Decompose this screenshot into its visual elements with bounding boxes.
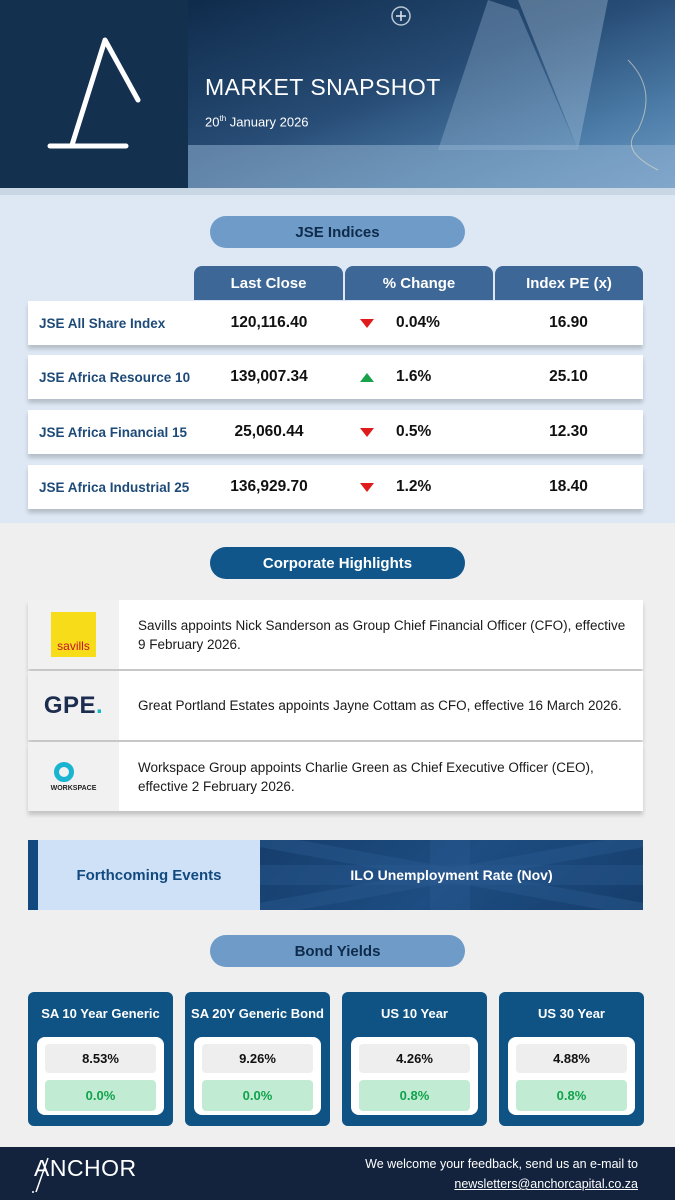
bond-change: 0.8% [516,1080,627,1111]
corporate-item-text: Great Portland Estates appoints Jayne Co… [138,698,622,713]
sailboat-image-icon [188,0,675,188]
bond-name: US 10 Year [381,1006,448,1021]
corporate-item: savills Savills appoints Nick Sanderson … [28,600,643,669]
bond-values: 4.26% 0.8% [351,1037,478,1115]
bond-change: 0.8% [359,1080,470,1111]
index-change: 0.5% [344,423,494,441]
down-arrow-icon [360,427,374,437]
report-date: 20th January 2026 [205,114,309,130]
index-name: JSE All Share Index [39,315,166,331]
column-index-pe: Index PE (x) [495,266,643,300]
bond-yield: 9.26% [202,1044,313,1073]
bond-yield: 4.88% [516,1044,627,1073]
jse-indices-section: JSE Indices Last Close % Change Index PE… [0,195,675,523]
corporate-item: GPE. Great Portland Estates appoints Jay… [28,671,643,740]
index-pe: 25.10 [549,368,588,385]
savills-logo: savills [28,600,119,669]
footer: ANCHOR We welcome your feedback, send us… [0,1147,675,1200]
index-name: JSE Africa Industrial 25 [39,479,190,495]
bond-values: 8.53% 0.0% [37,1037,164,1115]
page-title: MARKET SNAPSHOT [205,74,441,100]
bond-card: US 10 Year 4.26% 0.8% [342,992,487,1126]
down-arrow-icon [360,318,374,328]
bond-name: US 30 Year [538,1006,605,1021]
bond-yield: 4.26% [359,1044,470,1073]
events-accent-bar [28,840,38,910]
workspace-logo-icon: WORKSPACE [51,761,96,792]
header: MARKET SNAPSHOT 20th January 2026 [0,0,675,188]
index-pe: 18.40 [549,478,588,495]
forthcoming-events: Forthcoming Events ILO Unemployment Rate… [28,840,643,910]
bond-values: 9.26% 0.0% [194,1037,321,1115]
anchor-logo [0,0,188,188]
index-last-close: 136,929.70 [230,478,308,495]
index-row: JSE Africa Resource 10 139,007.34 1.6% 2… [28,355,643,399]
index-last-close: 25,060.44 [234,423,304,440]
events-label: Forthcoming Events [38,840,260,910]
bond-change: 0.0% [45,1080,156,1111]
index-pe: 12.30 [549,423,588,440]
index-row: JSE All Share Index 120,116.40 0.04% 16.… [28,301,643,345]
bond-name: SA 20Y Generic Bond [191,1006,324,1021]
index-change: 1.2% [344,478,494,496]
index-row: JSE Africa Industrial 25 136,929.70 1.2%… [28,465,643,509]
bond-card: SA 20Y Generic Bond 9.26% 0.0% [185,992,330,1126]
header-divider [0,188,675,195]
bond-name: SA 10 Year Generic [41,1006,160,1021]
column-last-close: Last Close [194,266,343,300]
event-item: ILO Unemployment Rate (Nov) [260,840,643,910]
index-name: JSE Africa Resource 10 [39,369,191,385]
anchor-a-logo-icon [47,37,141,149]
index-change: 0.04% [344,314,494,332]
workspace-logo: WORKSPACE [28,742,119,811]
uk-flag-background-icon [260,840,643,910]
feedback-email-link[interactable]: newsletters@anchorcapital.co.za [454,1177,638,1191]
index-row: JSE Africa Financial 15 25,060.44 0.5% 1… [28,410,643,454]
jse-indices-heading: JSE Indices [210,216,465,248]
bond-change: 0.0% [202,1080,313,1111]
column-pct-change: % Change [345,266,493,300]
index-last-close: 139,007.34 [230,368,308,385]
corporate-item-text: Savills appoints Nick Sanderson as Group… [138,617,626,652]
corporate-item: WORKSPACE Workspace Group appoints Charl… [28,742,643,811]
bond-card: US 30 Year 4.88% 0.8% [499,992,644,1126]
gpe-logo-icon: GPE. [43,691,104,719]
index-pe: 16.90 [549,314,588,331]
bond-yields-heading: Bond Yields [210,935,465,967]
index-change: 1.6% [344,368,494,386]
feedback-message: We welcome your feedback, send us an e-m… [365,1157,638,1171]
index-last-close: 120,116.40 [230,314,308,331]
hero-banner: MARKET SNAPSHOT 20th January 2026 [188,0,675,188]
footer-brand: ANCHOR [34,1155,137,1181]
bond-yield: 8.53% [45,1044,156,1073]
corporate-highlights-heading: Corporate Highlights [210,547,465,579]
corporate-item-text: Workspace Group appoints Charlie Green a… [138,759,594,794]
bond-card: SA 10 Year Generic 8.53% 0.0% [28,992,173,1126]
index-name: JSE Africa Financial 15 [39,424,188,440]
up-arrow-icon [360,372,374,382]
down-arrow-icon [360,482,374,492]
bond-values: 4.88% 0.8% [508,1037,635,1115]
savills-logo-icon: savills [51,612,96,657]
anchor-footer-mark-icon [32,1157,49,1193]
gpe-logo: GPE. [28,671,119,740]
